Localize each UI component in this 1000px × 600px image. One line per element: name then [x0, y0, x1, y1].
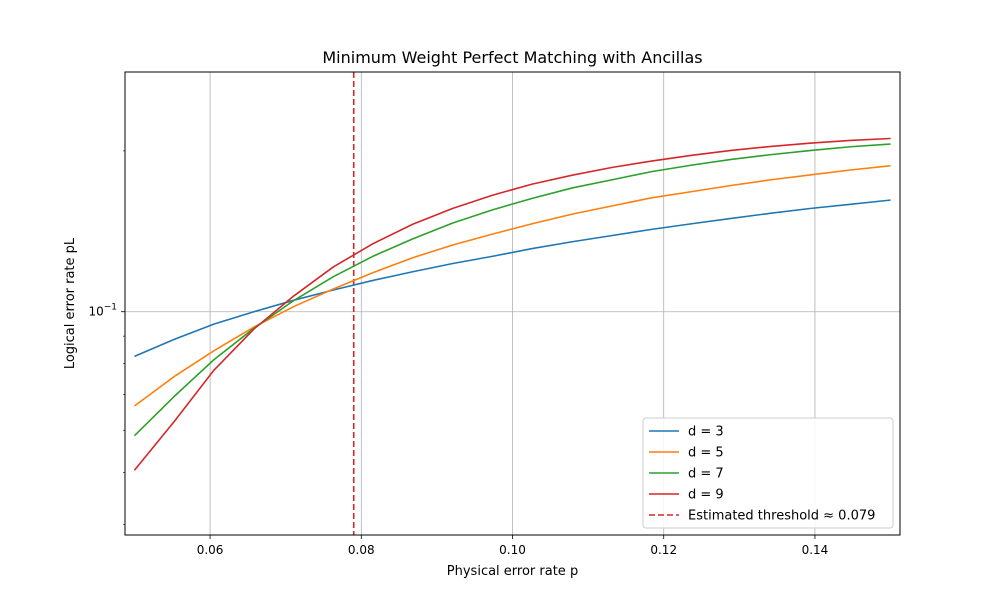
legend: d = 3 d = 5 d = 7 d = 9 Estimated threshold … [642, 417, 894, 529]
x-axis-label: Physical error rate p [447, 564, 578, 579]
series-layer [133, 137, 891, 471]
chart-title: Minimum Weight Perfect Matching with Anc… [322, 48, 702, 67]
legend-label: d = 7 [688, 467, 724, 482]
x-tick-label: 0.14 [802, 543, 829, 557]
legend-box [642, 417, 894, 529]
series-line-d9 [133, 137, 891, 471]
x-tick-label: 0.12 [650, 543, 677, 557]
y-tick-label-exponent: −1 [104, 303, 117, 313]
y-axis-label: Logical error rate pL [63, 237, 78, 369]
x-tick-label: 0.10 [499, 543, 526, 557]
y-tick-label: 10−1 [88, 303, 117, 319]
x-axis-ticks: 0.06 0.08 0.10 0.12 0.14 [197, 535, 829, 557]
y-tick-label-base: 10 [88, 305, 103, 319]
y-axis-ticks: 10−1 [88, 150, 125, 525]
x-tick-label: 0.08 [348, 543, 375, 557]
legend-label: d = 9 [688, 488, 724, 503]
legend-label: d = 5 [688, 446, 724, 461]
legend-label: Estimated threshold ≈ 0.079 [688, 509, 875, 524]
series-line-d3 [134, 199, 891, 358]
grid [125, 72, 900, 535]
legend-label: d = 3 [688, 425, 724, 440]
x-tick-label: 0.06 [197, 543, 224, 557]
